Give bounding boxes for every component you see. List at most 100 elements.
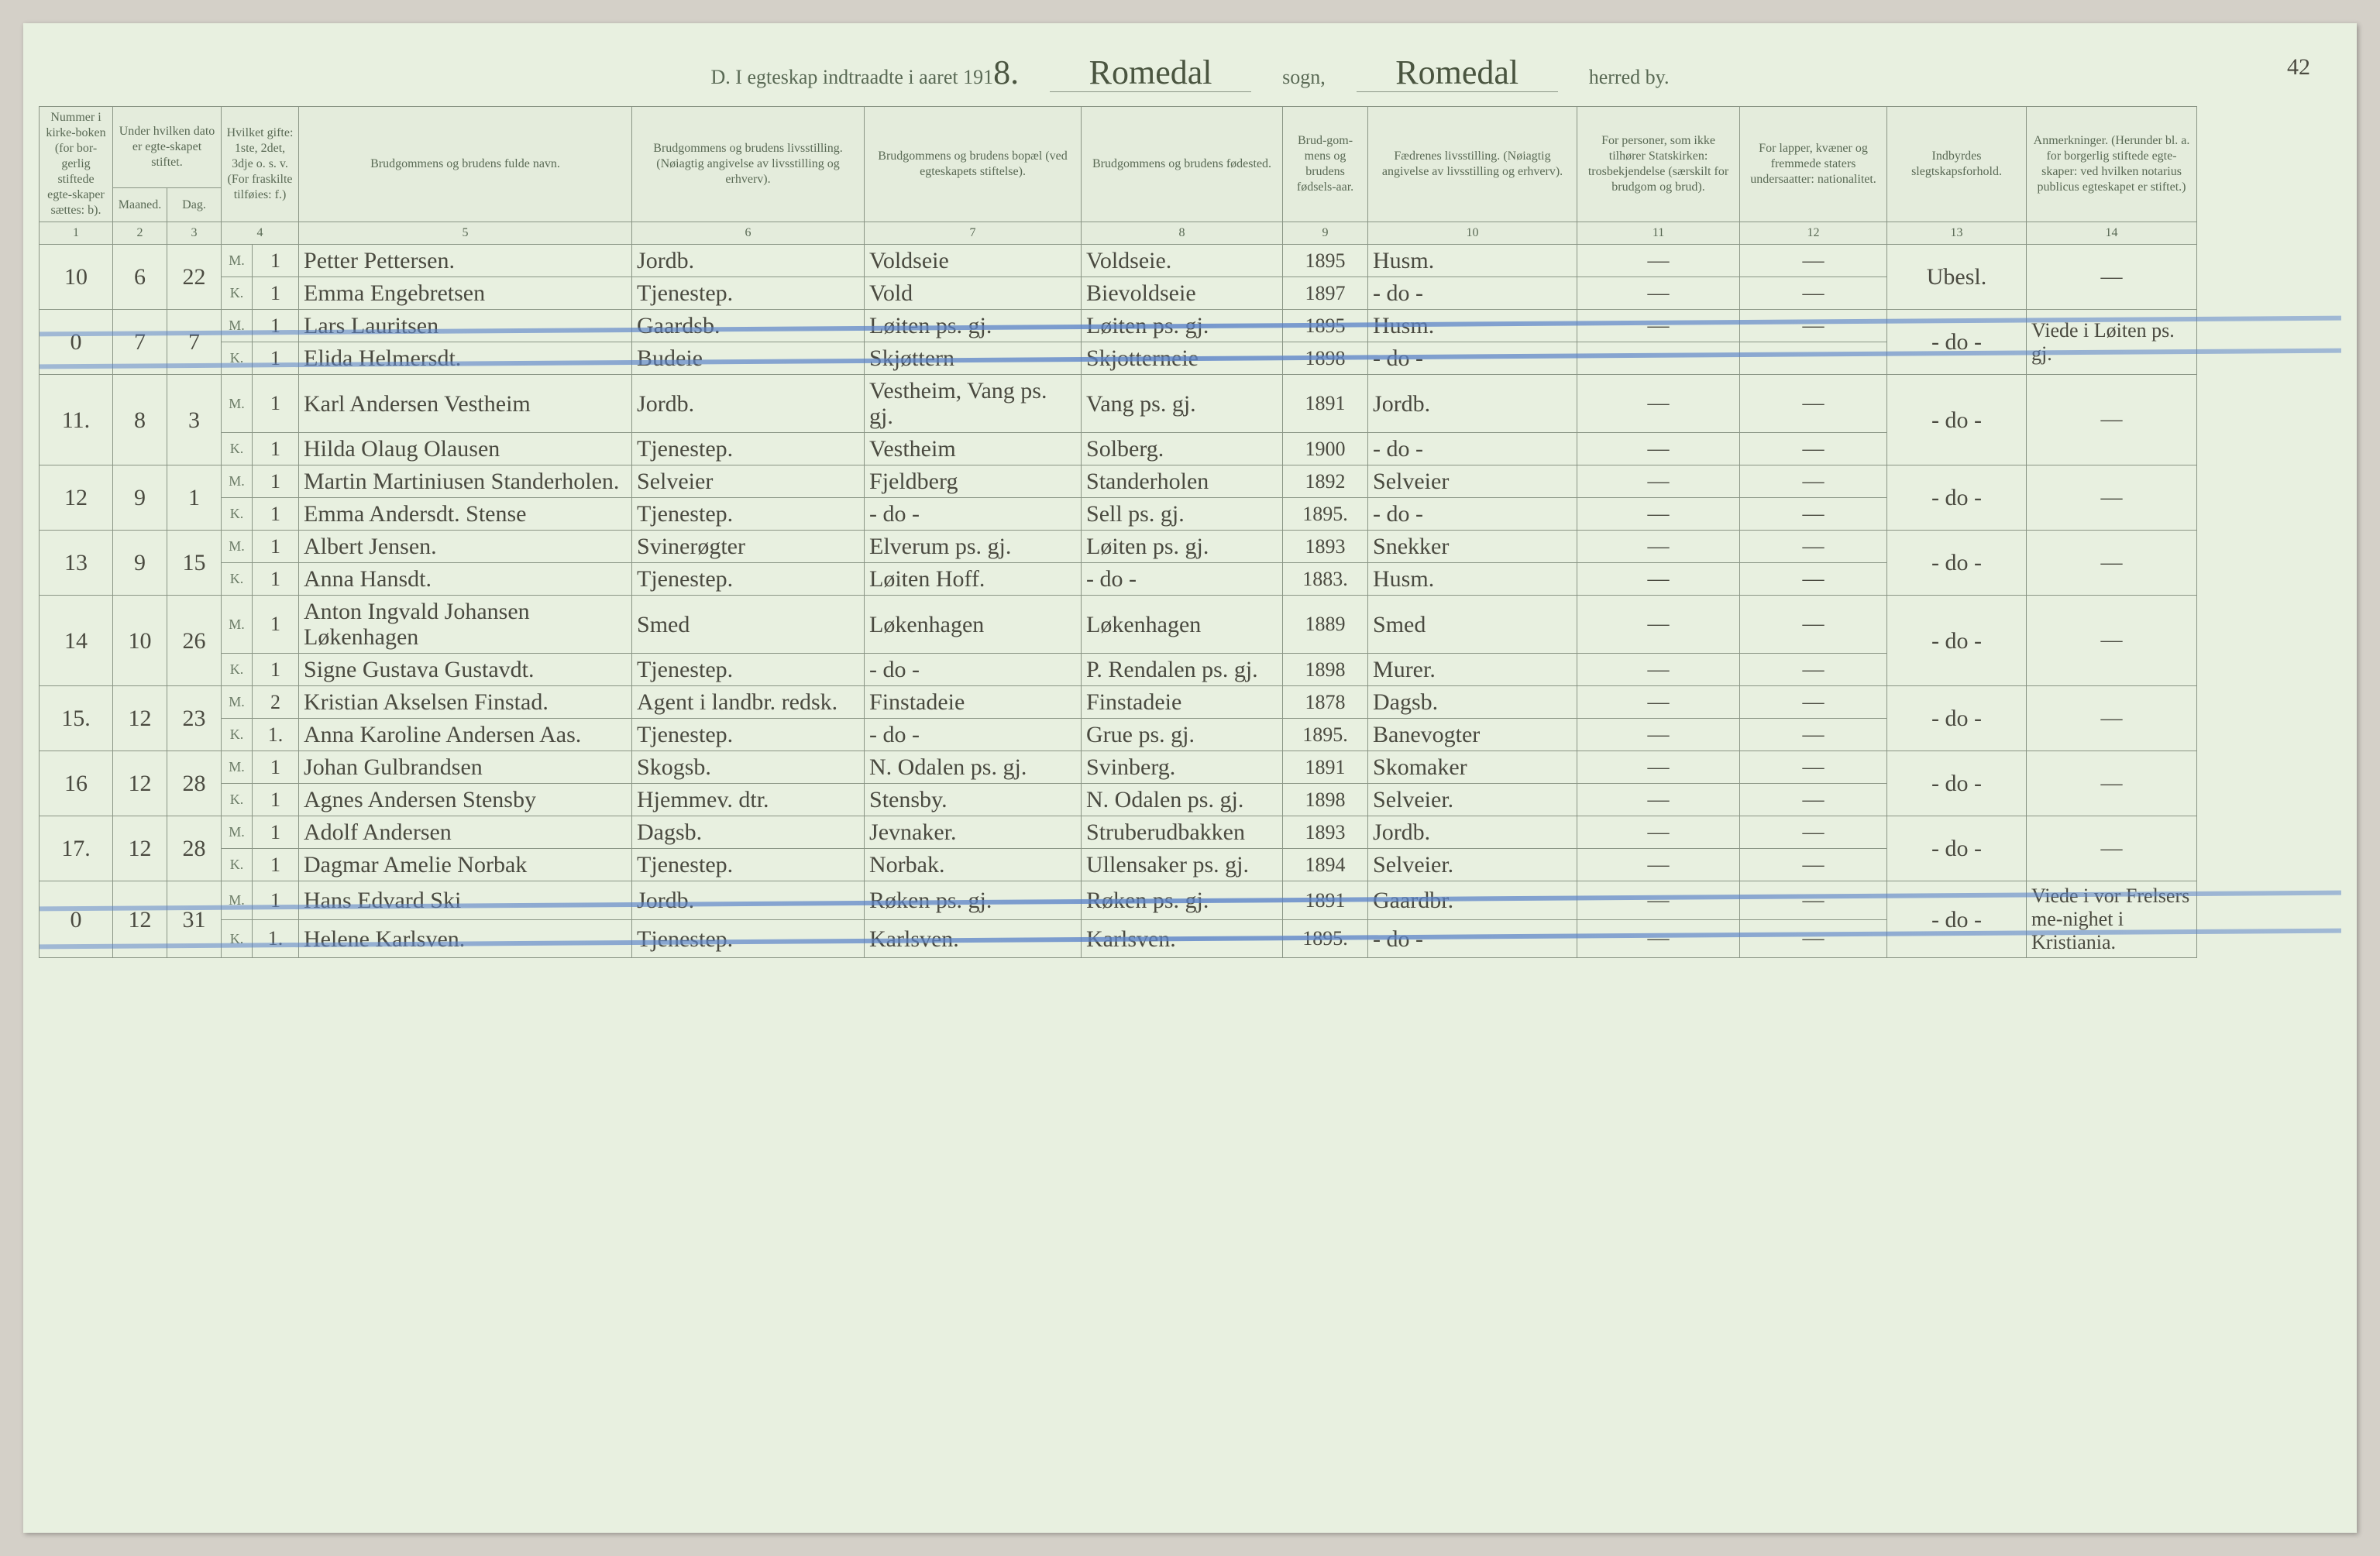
- column-number-row: 1234567891011121314: [40, 222, 2341, 245]
- creed: —: [1577, 919, 1740, 958]
- birth-year: 1897: [1283, 277, 1368, 310]
- father-occupation: Jordb.: [1368, 375, 1577, 433]
- residence: Stensby.: [865, 784, 1082, 816]
- table-body: 10622M.1Petter Pettersen.Jordb.VoldseieV…: [40, 245, 2341, 958]
- record-number: 15.: [40, 686, 113, 751]
- nationality: —: [1740, 277, 1887, 310]
- father-occupation: Husm.: [1368, 245, 1577, 277]
- full-name: Agnes Andersen Stensby: [299, 784, 632, 816]
- birth-year: 1895.: [1283, 498, 1368, 531]
- occupation: Hjemmev. dtr.: [632, 784, 865, 816]
- col-number: 12: [1740, 222, 1887, 245]
- birth-year: 1891: [1283, 881, 1368, 920]
- birthplace: Sell ps. gj.: [1082, 498, 1283, 531]
- remarks: —: [2027, 686, 2197, 751]
- month: 12: [113, 881, 167, 958]
- header-col-10: Fædrenes livsstilling. (Nøiagtig angivel…: [1368, 107, 1577, 222]
- col-number: 5: [299, 222, 632, 245]
- remarks: —: [2027, 245, 2197, 310]
- birthplace: P. Rendalen ps. gj.: [1082, 654, 1283, 686]
- month: 12: [113, 686, 167, 751]
- full-name: Martin Martiniusen Standerholen.: [299, 465, 632, 498]
- residence: - do -: [865, 498, 1082, 531]
- record-number: 11.: [40, 375, 113, 465]
- creed: —: [1577, 686, 1740, 719]
- father-occupation: Snekker: [1368, 531, 1577, 563]
- creed: —: [1577, 498, 1740, 531]
- creed: —: [1577, 531, 1740, 563]
- header-col-8: Brudgommens og brudens fødested.: [1082, 107, 1283, 222]
- entry-row-groom: 161228M.1Johan GulbrandsenSkogsb.N. Odal…: [40, 751, 2341, 784]
- mk-label: K.: [222, 654, 253, 686]
- remarks: —: [2027, 751, 2197, 816]
- col-number: 6: [632, 222, 865, 245]
- occupation: Tjenestep.: [632, 277, 865, 310]
- col-number: 13: [1887, 222, 2027, 245]
- mk-label: K.: [222, 342, 253, 375]
- record-number: 12: [40, 465, 113, 531]
- full-name: Albert Jensen.: [299, 531, 632, 563]
- full-name: Hans Edvard Ski: [299, 881, 632, 920]
- full-name: Karl Andersen Vestheim: [299, 375, 632, 433]
- birthplace: Løkenhagen: [1082, 596, 1283, 654]
- gifte: 1: [253, 816, 299, 849]
- day: 28: [167, 751, 222, 816]
- father-occupation: Skomaker: [1368, 751, 1577, 784]
- birth-year: 1889: [1283, 596, 1368, 654]
- mk-label: M.: [222, 375, 253, 433]
- residence: Vestheim, Vang ps. gj.: [865, 375, 1082, 433]
- header-col-4: Hvilket gifte: 1ste, 2det, 3dje o. s. v.…: [222, 107, 299, 222]
- birth-year: 1895: [1283, 245, 1368, 277]
- record-number: 16: [40, 751, 113, 816]
- relationship: Ubesl.: [1887, 245, 2027, 310]
- birth-year: 1892: [1283, 465, 1368, 498]
- relationship: - do -: [1887, 686, 2027, 751]
- creed: —: [1577, 784, 1740, 816]
- occupation: Svinerøgter: [632, 531, 865, 563]
- occupation: Tjenestep.: [632, 849, 865, 881]
- birth-year: 1898: [1283, 784, 1368, 816]
- occupation: Tjenestep.: [632, 498, 865, 531]
- remarks: Viede i Løiten ps. gj.: [2027, 310, 2197, 375]
- creed: —: [1577, 849, 1740, 881]
- creed: —: [1577, 310, 1740, 342]
- month: 9: [113, 465, 167, 531]
- ledger-page: 42 D. I egteskap indtraadte i aaret 1918…: [23, 23, 2357, 1533]
- day: 3: [167, 375, 222, 465]
- month: 12: [113, 751, 167, 816]
- day: 26: [167, 596, 222, 686]
- residence: Jevnaker.: [865, 816, 1082, 849]
- col-number: 9: [1283, 222, 1368, 245]
- header-col-13: Indbyrdes slegtskapsforhold.: [1887, 107, 2027, 222]
- birth-year: 1894: [1283, 849, 1368, 881]
- mk-label: K.: [222, 784, 253, 816]
- header-col-2-3: Under hvilken dato er egte-skapet stifte…: [113, 107, 222, 188]
- mk-label: K.: [222, 277, 253, 310]
- father-occupation: Husm.: [1368, 563, 1577, 596]
- gifte: 2: [253, 686, 299, 719]
- birth-year: 1898: [1283, 654, 1368, 686]
- col-number: 4: [222, 222, 299, 245]
- day: 1: [167, 465, 222, 531]
- mk-label: M.: [222, 596, 253, 654]
- residence: Røken ps. gj.: [865, 881, 1082, 920]
- entry-row-groom: 17.1228M.1Adolf AndersenDagsb.Jevnaker.S…: [40, 816, 2341, 849]
- birth-year: 1878: [1283, 686, 1368, 719]
- residence: Norbak.: [865, 849, 1082, 881]
- mk-label: M.: [222, 881, 253, 920]
- gifte: 1: [253, 596, 299, 654]
- father-occupation: Selveier.: [1368, 849, 1577, 881]
- record-number: 0: [40, 881, 113, 958]
- gifte: 1: [253, 881, 299, 920]
- gifte: 1: [253, 245, 299, 277]
- father-occupation: Selveier.: [1368, 784, 1577, 816]
- day: 23: [167, 686, 222, 751]
- nationality: —: [1740, 686, 1887, 719]
- birthplace: Løiten ps. gj.: [1082, 310, 1283, 342]
- mk-label: M.: [222, 245, 253, 277]
- birthplace: Karlsven.: [1082, 919, 1283, 958]
- birth-year: 1900: [1283, 433, 1368, 465]
- creed: —: [1577, 375, 1740, 433]
- father-occupation: Gaardbr.: [1368, 881, 1577, 920]
- entry-row-groom: 11.83M.1Karl Andersen VestheimJordb.Vest…: [40, 375, 2341, 433]
